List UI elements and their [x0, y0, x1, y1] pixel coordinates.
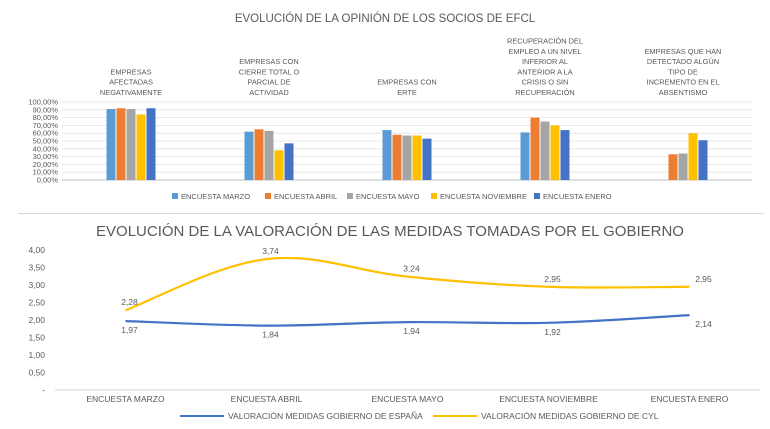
y-tick-label: 0,00% [37, 176, 59, 185]
bar [284, 143, 294, 180]
bar [540, 121, 550, 180]
bar [520, 132, 530, 180]
data-label: 1,94 [403, 326, 420, 336]
y-tick-label: 80,00% [33, 113, 59, 122]
y-tick-label: 90,00% [33, 105, 59, 114]
bar [560, 130, 570, 180]
y-tick-label: 2,50 [28, 298, 45, 308]
category-label: ERTE [397, 88, 417, 97]
series-line [125, 256, 690, 312]
bar [412, 135, 422, 180]
data-label: 1,97 [121, 325, 138, 335]
x-tick-label: ENCUESTA MAYO [372, 394, 444, 404]
y-tick-label: 2,00 [28, 315, 45, 325]
bar [530, 117, 540, 180]
data-label: 2,28 [121, 297, 138, 307]
y-tick-label: 70,00% [33, 121, 59, 130]
bar [382, 130, 392, 180]
category-label: NEGATIVAMENTE [100, 88, 162, 97]
line-chart: EVOLUCIÓN DE LA VALORACIÓN DE LAS MEDIDA… [28, 223, 760, 421]
y-tick-label: 10,00% [33, 168, 59, 177]
bar [264, 130, 274, 180]
bar [550, 125, 560, 180]
category-label: ABSENTISMO [659, 88, 708, 97]
x-tick-label: ENCUESTA ENERO [651, 394, 729, 404]
category-label: EMPRESAS QUE HAN [645, 47, 722, 56]
data-label: 1,84 [262, 330, 279, 340]
chart-title: EVOLUCIÓN DE LA VALORACIÓN DE LAS MEDIDA… [96, 223, 684, 240]
category-label: EMPRESAS CON [239, 57, 299, 66]
category-label: CIERRE TOTAL O [239, 67, 300, 76]
legend-swatch [265, 193, 271, 199]
bar [688, 133, 698, 180]
y-tick-label: 4,00 [28, 245, 45, 255]
bar [106, 109, 116, 180]
legend-label: ENCUESTA ENERO [543, 192, 612, 201]
category-label: DETECTADO ALGÚN [647, 57, 719, 66]
legend-label: ENCUESTA ABRIL [274, 192, 337, 201]
y-tick-label: 30,00% [33, 152, 59, 161]
data-label: 3,24 [403, 264, 420, 274]
legend-label: ENCUESTA MARZO [181, 192, 250, 201]
legend-label: VALORACIÓN MEDIDAS GOBIERNO DE CYL [481, 411, 659, 421]
bar [422, 138, 432, 180]
y-tick-label: 3,00 [28, 280, 45, 290]
y-tick-label: 3,50 [28, 263, 45, 273]
y-tick-label: 50,00% [33, 137, 59, 146]
bar [402, 135, 412, 180]
bar-chart: EVOLUCIÓN DE LA OPINIÓN DE LOS SOCIOS DE… [28, 12, 752, 201]
category-label: INFERIOR AL [522, 57, 568, 66]
x-tick-label: ENCUESTA NOVIEMBRE [499, 394, 598, 404]
bar [244, 131, 254, 180]
legend-label: VALORACIÓN MEDIDAS GOBIERNO DE ESPAÑA [228, 411, 423, 421]
category-label: CRISIS O SIN [522, 78, 569, 87]
y-tick-label: 40,00% [33, 144, 59, 153]
bar [274, 150, 284, 180]
category-label: EMPRESAS CON [377, 78, 437, 87]
series-line [125, 314, 690, 327]
bar [698, 140, 708, 180]
category-label: ACTIVIDAD [249, 88, 288, 97]
chart-divider [18, 213, 764, 214]
y-tick-label: 20,00% [33, 160, 59, 169]
y-tick-label: 60,00% [33, 129, 59, 138]
bar [392, 134, 402, 180]
bar [136, 114, 146, 180]
legend-swatch [534, 193, 540, 199]
bar [254, 129, 264, 180]
category-label: EMPRESAS [110, 67, 151, 76]
category-label: TIPO DE [668, 67, 698, 76]
category-label: PARCIAL DE [247, 78, 290, 87]
bar [146, 108, 156, 180]
legend-label: ENCUESTA MAYO [356, 192, 420, 201]
x-tick-label: ENCUESTA MARZO [86, 394, 165, 404]
bar [668, 154, 678, 180]
data-label: 3,74 [262, 246, 279, 256]
category-label: RECUPERACIÓN [515, 88, 575, 97]
bar [678, 153, 688, 180]
data-label: 2,95 [544, 274, 561, 284]
y-tick-label: 0,50 [28, 368, 45, 378]
bar [126, 109, 136, 180]
category-label: EMPLEO A UN NIVEL [508, 47, 581, 56]
chart-title: EVOLUCIÓN DE LA OPINIÓN DE LOS SOCIOS DE… [235, 12, 536, 25]
data-label: 2,14 [695, 319, 712, 329]
legend-swatch [172, 193, 178, 199]
category-label: RECUPERACIÓN DEL [507, 37, 583, 46]
data-label: 1,92 [544, 327, 561, 337]
y-tick-label: 100,00% [28, 98, 58, 107]
y-tick-label: - [42, 385, 45, 395]
category-label: ANTERIOR A LA [517, 67, 573, 76]
data-label: 2,95 [695, 274, 712, 284]
y-tick-label: 1,00 [28, 350, 45, 360]
x-tick-label: ENCUESTA ABRIL [231, 394, 303, 404]
category-label: AFECTADAS [109, 78, 153, 87]
legend-label: ENCUESTA NOVIEMBRE [440, 192, 527, 201]
category-label: INCREMENTO EN EL [647, 78, 720, 87]
legend-swatch [347, 193, 353, 199]
legend-swatch [431, 193, 437, 199]
bar [116, 108, 126, 180]
y-tick-label: 1,50 [28, 333, 45, 343]
